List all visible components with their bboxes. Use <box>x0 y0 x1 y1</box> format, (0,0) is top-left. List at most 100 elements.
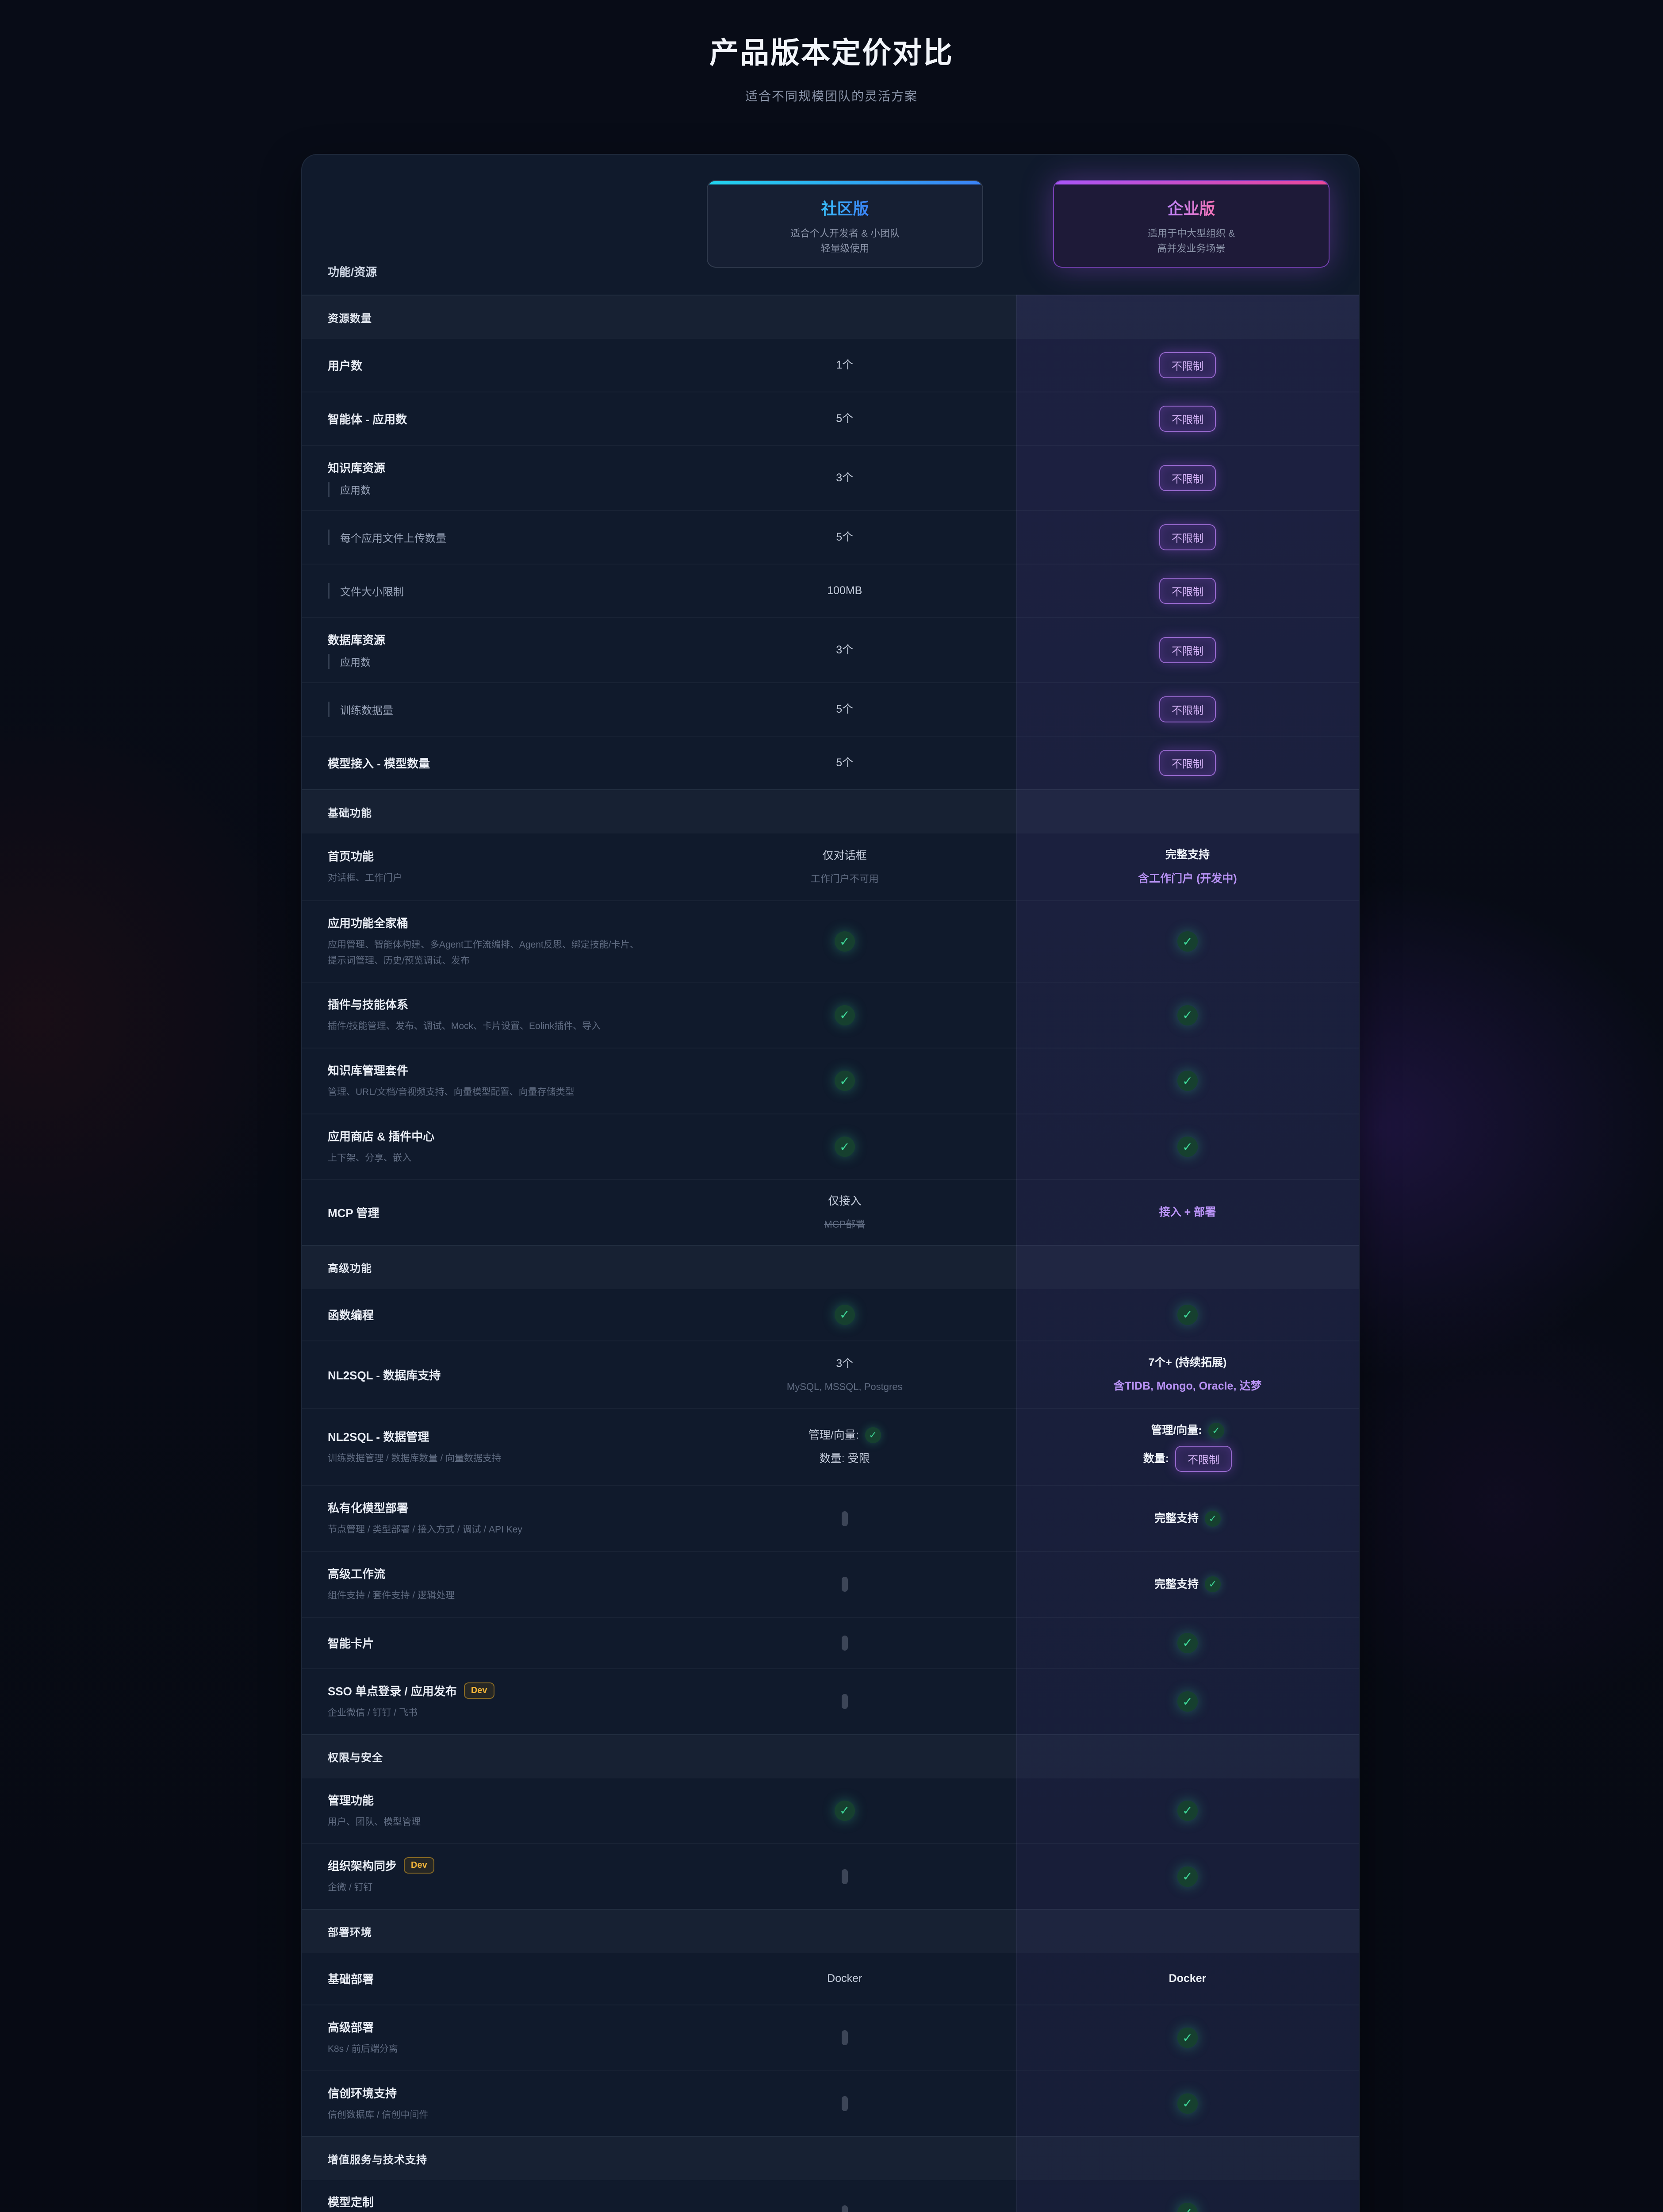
check-icon: ✓ <box>1177 1304 1198 1325</box>
section-rows: 函数编程 ✓ ✓ NL2SQL - 数据库支持 3个 MySQL, MSSQL, Post… <box>302 1289 1359 1734</box>
value-line: 工作门户不可用 <box>811 872 879 886</box>
enterprise-cell: 接入 + 部署 <box>1016 1180 1359 1245</box>
feature-description: 节点管理 / 类型部署 / 接入方式 / 调试 / API Key <box>328 1525 522 1535</box>
value-line: 7个+ (持续拓展) <box>1148 1355 1226 1371</box>
value-text: 3个 <box>836 1357 854 1370</box>
value-text: 数量: 受限 <box>819 1452 870 1465</box>
enterprise-plan-name: 企业版 <box>1167 196 1215 219</box>
check-icon: ✓ <box>1177 1137 1198 1157</box>
enterprise-cell: 不限制 <box>1016 392 1359 445</box>
feature-description: 管理、URL/文档/音视频支持、向量模型配置、向量存储类型 <box>328 1087 575 1098</box>
community-cell: 3个 <box>673 446 1016 510</box>
feature-label-row: 每个应用文件上传数量 <box>328 530 446 545</box>
community-cell <box>673 1552 1016 1617</box>
community-plan-desc: 适合个人开发者 & 小团队 轻量级使用 <box>708 226 982 256</box>
value-line: 完整支持 ✓ <box>1154 1510 1221 1527</box>
enterprise-cell: 不限制 <box>1016 511 1359 564</box>
unlimited-badge: 不限制 <box>1159 524 1216 550</box>
check-icon: ✓ <box>1177 2202 1198 2212</box>
unlimited-badge: 不限制 <box>1175 1446 1232 1472</box>
check-icon: ✓ <box>834 1071 855 1091</box>
check-icon: ✓ <box>1177 1071 1198 1091</box>
value-text: MCP部署 <box>824 1218 866 1230</box>
value-line: 数量: 受限 <box>820 1451 870 1467</box>
table-row: 应用功能全家桶 应用管理、智能体构建、多Agent工作流编排、Agent反思、绑定… <box>302 900 1359 982</box>
value-text: 5个 <box>836 703 854 715</box>
value-text: 5个 <box>836 756 854 769</box>
feature-cell: 私有化模型部署节点管理 / 类型部署 / 接入方式 / 调试 / API Key <box>302 1486 673 1551</box>
feature-cell: 数据库资源 应用数 <box>302 618 673 682</box>
feature-cell: 插件与技能体系 插件/技能管理、发布、调试、Mock、卡片设置、Eolink插件、… <box>302 983 673 1048</box>
enterprise-cell: 不限制 <box>1016 446 1359 510</box>
value-text: 完整支持 <box>1154 1512 1199 1525</box>
enterprise-cell: ✓ <box>1016 1618 1359 1668</box>
feature-label-row: SSO 单点登录 / 应用发布 Dev <box>328 1682 494 1699</box>
community-cell: 3个 <box>673 618 1016 682</box>
check-icon: ✓ <box>1177 1866 1198 1887</box>
feature-label-row: 知识库管理套件 <box>328 1062 408 1078</box>
check-icon: ✓ <box>1204 1576 1221 1593</box>
value-text: 1个 <box>836 358 854 371</box>
community-cell: 5个 <box>673 737 1016 789</box>
feature-label: 应用商店 & 插件中心 <box>328 1129 435 1143</box>
value-line: 5个 <box>836 411 853 427</box>
feature-cell: 模型定制模型训练 / 模型微调 <box>302 2180 673 2212</box>
dash-icon <box>841 1635 848 1651</box>
feature-cell: 每个应用文件上传数量 <box>302 511 673 564</box>
table-row: 模型接入 - 模型数量 5个 不限制 <box>302 736 1359 789</box>
table-row: 信创环境支持 信创数据库 / 信创中间件 ✓ <box>302 2070 1359 2136</box>
check-icon: ✓ <box>865 1427 881 1444</box>
feature-label-row: 文件大小限制 <box>328 583 404 599</box>
check-icon: ✓ <box>1177 1691 1198 1712</box>
feature-label-row: 基础部署 <box>328 1970 374 1987</box>
unlimited-badge: 不限制 <box>1159 406 1216 432</box>
check-icon: ✓ <box>834 1137 855 1157</box>
unlimited-badge: 不限制 <box>1159 750 1216 776</box>
enterprise-cell: ✓ <box>1016 1114 1359 1179</box>
enterprise-cell: 管理/向量: ✓ 数量: 不限制 <box>1016 1409 1359 1486</box>
feature-label-row: 首页功能 <box>328 848 374 864</box>
unlimited-badge: 不限制 <box>1159 578 1216 604</box>
value-text: Docker <box>827 1972 862 1985</box>
feature-label-row: 插件与技能体系 <box>328 996 408 1012</box>
feature-label: 管理功能 <box>328 1793 374 1807</box>
value-text: 3个 <box>836 471 854 484</box>
feature-label-row: 高级工作流 <box>328 1565 385 1582</box>
value-text: 完整支持 <box>1154 1578 1199 1590</box>
unlimited-badge: 不限制 <box>1159 696 1216 722</box>
community-cell <box>673 1844 1016 1909</box>
check-icon: ✓ <box>1177 2028 1198 2048</box>
enterprise-cell: ✓ <box>1016 983 1359 1048</box>
value-line: 100MB <box>827 583 862 599</box>
community-cell: ✓ <box>673 1048 1016 1114</box>
value-text: 5个 <box>836 530 854 543</box>
community-cell: 3个 MySQL, MSSQL, Postgres <box>673 1341 1016 1408</box>
section-header: 增值服务与技术支持 <box>302 2136 1359 2181</box>
section-header: 资源数量 <box>302 295 1359 339</box>
community-cell <box>673 1618 1016 1668</box>
feature-label-row: 私有化模型部署 <box>328 1499 408 1516</box>
value-line: 完整支持 <box>1165 847 1210 864</box>
enterprise-cell: 不限制 <box>1016 565 1359 617</box>
enterprise-cell: ✓ <box>1016 1669 1359 1734</box>
feature-description: 上下架、分享、嵌入 <box>328 1152 411 1163</box>
section-rows: 用户数 1个 不限制 智能体 - 应用数 5个 不限制 知识库资源 应用数 3个 不限制 每个应用文… <box>302 339 1359 789</box>
feature-cell: 文件大小限制 <box>302 565 673 617</box>
feature-cell: 训练数据量 <box>302 683 673 736</box>
enterprise-cell: ✓ <box>1016 1844 1359 1909</box>
value-text: MySQL, MSSQL, Postgres <box>786 1381 903 1392</box>
dash-icon <box>841 1869 848 1884</box>
value-line: 5个 <box>836 755 853 772</box>
community-cell: 5个 <box>673 683 1016 736</box>
check-icon: ✓ <box>1204 1510 1221 1527</box>
feature-label-row: 训练数据量 <box>328 702 393 717</box>
feature-label-row: 智能卡片 <box>328 1635 374 1651</box>
feature-cell: 知识库资源 应用数 <box>302 446 673 510</box>
feature-cell: NL2SQL - 数据库支持 <box>302 1341 673 1408</box>
feature-label: 文件大小限制 <box>328 583 404 599</box>
feature-label: 函数编程 <box>328 1309 374 1322</box>
feature-label: 用户数 <box>328 359 363 373</box>
feature-label: 组织架构同步 <box>328 1859 397 1873</box>
feature-label: 模型定制 <box>328 2196 374 2209</box>
